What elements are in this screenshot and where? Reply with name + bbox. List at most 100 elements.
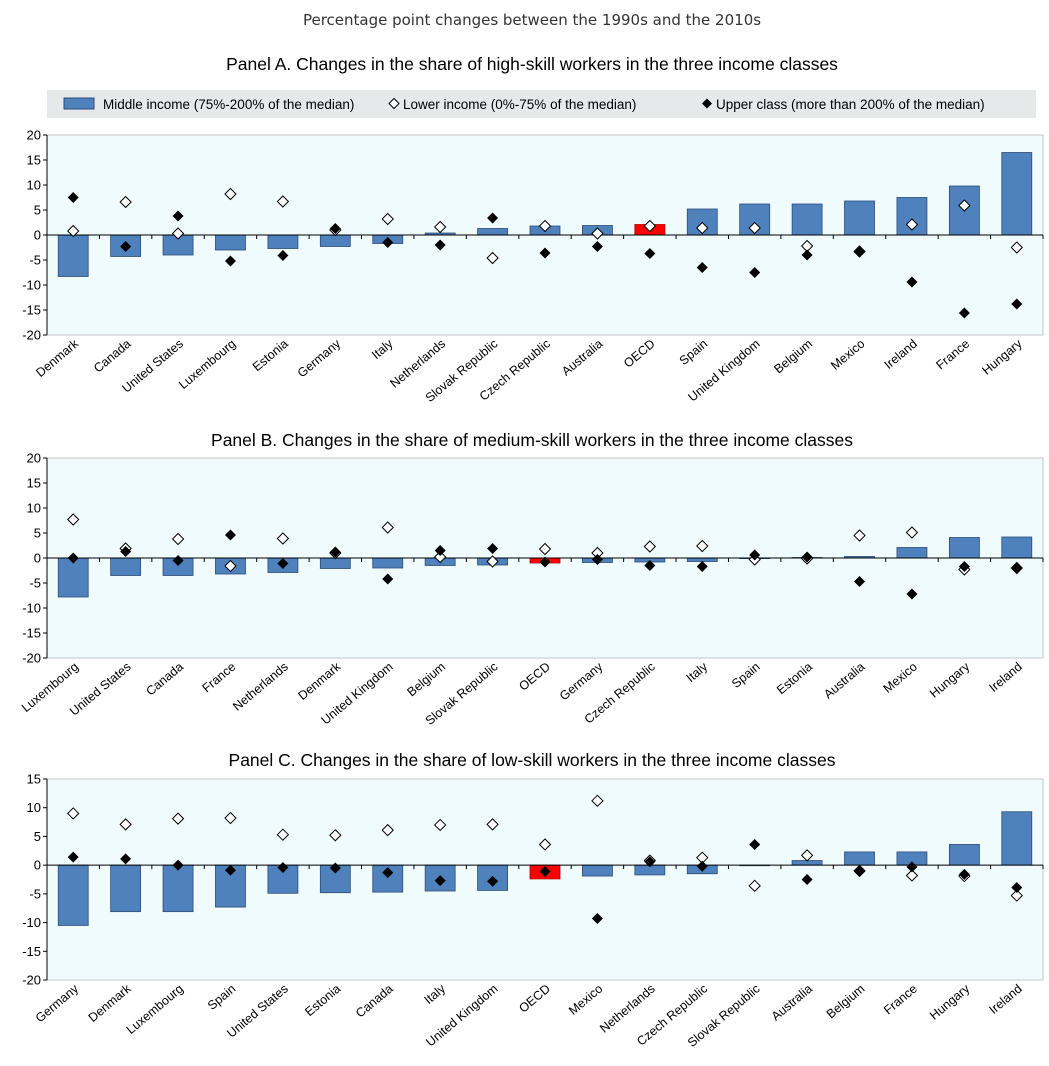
panel-a-bar-luxembourg [215, 234, 246, 251]
panel-b-category-label: Canada [143, 660, 186, 699]
panel-a-y-tick-label: 20 [27, 128, 41, 143]
panel-b-upper-class-point [749, 549, 761, 561]
panel-c-upper-class-point [487, 875, 499, 887]
panel-c-lower-income-point [381, 823, 394, 837]
panel-b-category-label: Netherlands [230, 660, 291, 714]
panel-a-upper-class-point [434, 239, 446, 251]
panel-b-upper-class-point [958, 561, 970, 572]
panel-b-bar-hungary [948, 537, 980, 559]
panel-c-lower-income-point [748, 879, 761, 893]
panel-b-upper-class-point [591, 554, 603, 565]
panel-c-bar-ireland [1001, 811, 1033, 866]
panel-a-lower-income-point [486, 251, 499, 265]
panel-b-category-label: OECD [516, 660, 553, 694]
panel-a-y-tick-label: -15 [22, 303, 41, 318]
panel-a-y-tick-label: -5 [29, 253, 41, 268]
panel-b-lower-income-point [538, 542, 552, 556]
panel-c-category-label: Germany [33, 981, 82, 1025]
panel-a-category-label: Canada [91, 337, 134, 376]
panel-b-lower-income-point [67, 513, 80, 526]
panel-a-category-label: OECD [621, 337, 658, 371]
panel-c-category-label: Italy [422, 981, 449, 1007]
panel-c-category-label: Luxembourg [124, 982, 186, 1037]
panel-b-upper-class-point [329, 546, 341, 558]
panel-c-lower-income-point [119, 818, 132, 831]
panel-c-y-tick-label: -20 [22, 973, 41, 988]
panel-b-upper-class-point [644, 560, 656, 571]
panel-b-y-tick-label: 0 [34, 551, 41, 566]
panel-a-category-label: Germany [295, 336, 344, 380]
panel-a-upper-class-point [801, 249, 813, 261]
panel-b-bar-luxembourg [57, 557, 89, 598]
panel-a-upper-class-point [67, 192, 79, 203]
panel-c-category-label: Canada [353, 982, 396, 1021]
panel-c-upper-class-point [329, 862, 341, 874]
panel-a-lower-income-point [905, 218, 919, 231]
panel-b-upper-class-point [539, 556, 551, 568]
panel-b-bar-united-kingdom [372, 557, 404, 569]
panel-c-bar-hungary [948, 844, 980, 866]
panel-c-lower-income-point [329, 829, 342, 842]
panel-c-upper-class-point [434, 875, 446, 887]
panel-b-category-label: Australia [821, 660, 867, 702]
panel-c-y-tick-label: -15 [22, 944, 41, 959]
panel-a-category-label: Hungary [980, 336, 1026, 378]
panel-a-upper-class-point [958, 307, 970, 319]
panel-b-y-tick-label: -5 [29, 576, 41, 591]
panel-c-category-label: Mexico [566, 982, 605, 1018]
legend-upper-marker [702, 98, 712, 109]
panel-a-upper-class-point [749, 267, 761, 278]
panel-c-upper-class-point [539, 865, 551, 877]
panel-a-lower-income-point [171, 227, 185, 240]
panel-b-upper-class-point [487, 543, 499, 554]
panel-b-y-tick-label: -10 [22, 601, 41, 616]
panel-a-lower-income-point [748, 221, 761, 235]
panel-c-upper-class-point [67, 851, 79, 863]
panel-c-lower-income-point [224, 811, 237, 825]
panel-c-category-label: OECD [516, 982, 553, 1016]
panel-b-lower-income-point [276, 532, 290, 545]
panel-c-category-label: France [881, 982, 920, 1018]
panel-b-upper-class-point [854, 576, 866, 587]
panel-b-category-label: Spain [729, 660, 763, 691]
panel-b-y-tick-label: 5 [34, 526, 41, 541]
panel-c-category-label: Belgium [824, 982, 868, 1022]
panel-a-bar-mexico [844, 200, 875, 236]
panel-b-y-tick-label: -15 [22, 626, 41, 641]
panel-c-upper-class-point [958, 868, 970, 880]
panel-a-bar-france [948, 185, 980, 236]
panel-b-lower-income-point [433, 550, 447, 564]
panel-c-category-label: Australia [769, 982, 815, 1024]
panel-b-title: Panel B. Changes in the share of medium-… [211, 430, 853, 450]
panel-a-lower-income-point [276, 195, 290, 208]
legend-lower-label: Lower income (0%-75% of the median) [403, 97, 636, 112]
panel-c-lower-income-point [905, 869, 919, 882]
panel-a-bar-hungary [1001, 152, 1033, 236]
legend-background [47, 90, 1036, 118]
figure-supertitle: Percentage point changes between the 199… [303, 11, 761, 29]
panel-c-lower-income-point [171, 812, 185, 825]
panel-c-y-tick-label: 15 [27, 772, 41, 787]
panel-c-y-tick-label: 0 [34, 858, 41, 873]
panel-c-y-tick-label: 10 [27, 800, 41, 815]
panel-a-lower-income-point [67, 224, 80, 238]
panel-c-lower-income-point [276, 828, 290, 841]
panel-c-upper-class-point [696, 860, 708, 872]
panel-b-upper-class-point [1011, 563, 1023, 574]
panel-c-category-label: Spain [205, 982, 239, 1013]
panel-b-y-tick-label: 15 [27, 476, 41, 491]
panel-a-category-label: France [933, 337, 972, 373]
panel-c-lower-income-point [800, 849, 814, 862]
panel-c-category-label: Hungary [927, 981, 973, 1023]
panel-a-upper-class-point [487, 212, 499, 224]
panel-a-lower-income-point [1010, 241, 1023, 254]
panel-b-upper-class-point [382, 573, 394, 585]
panel-a-lower-income-point [433, 220, 447, 234]
panel-c-upper-class-point [591, 913, 603, 925]
panel-a-upper-class-point [854, 246, 866, 258]
panel-c: Panel C. Changes in the share of low-ski… [22, 750, 1044, 1050]
panel-c-bar-mexico [582, 864, 613, 877]
panel-a-category-label: Italy [369, 336, 396, 362]
panel-a-lower-income-point [696, 221, 709, 235]
panel-c-upper-class-point [1011, 882, 1023, 894]
